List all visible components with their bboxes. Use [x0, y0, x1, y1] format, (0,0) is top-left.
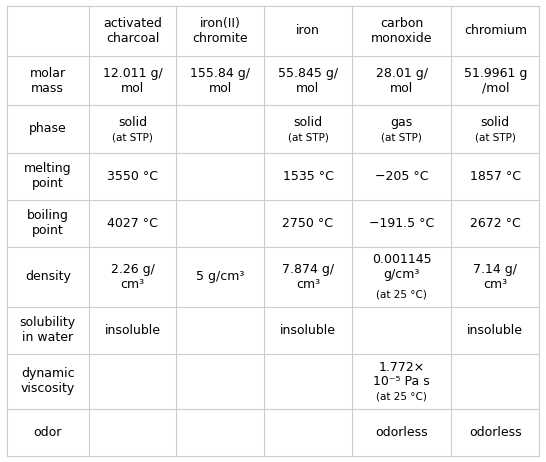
Text: solid: solid — [118, 116, 147, 129]
Text: (at 25 °C): (at 25 °C) — [376, 392, 427, 402]
Text: solid: solid — [480, 116, 510, 129]
Text: insoluble: insoluble — [104, 324, 161, 337]
Text: gas: gas — [390, 116, 413, 129]
Text: −205 °C: −205 °C — [375, 170, 429, 182]
Text: 1857 °C: 1857 °C — [470, 170, 521, 182]
Text: 2.26 g/
cm³: 2.26 g/ cm³ — [110, 263, 155, 291]
Text: chromium: chromium — [464, 24, 527, 37]
Text: molar
mass: molar mass — [29, 67, 66, 95]
Text: (at STP): (at STP) — [381, 133, 422, 142]
Text: 155.84 g/
mol: 155.84 g/ mol — [190, 67, 250, 95]
Text: (at STP): (at STP) — [475, 133, 516, 142]
Text: (at 25 °C): (at 25 °C) — [376, 290, 427, 300]
Text: −191.5 °C: −191.5 °C — [369, 217, 434, 230]
Text: 2672 °C: 2672 °C — [470, 217, 521, 230]
Text: 7.14 g/
cm³: 7.14 g/ cm³ — [473, 263, 517, 291]
Text: (at STP): (at STP) — [288, 133, 328, 142]
Text: insoluble: insoluble — [280, 324, 336, 337]
Text: 0.001145
g/cm³: 0.001145 g/cm³ — [372, 253, 431, 280]
Text: odor: odor — [33, 426, 62, 439]
Text: 7.874 g/
cm³: 7.874 g/ cm³ — [282, 263, 334, 291]
Text: odorless: odorless — [375, 426, 428, 439]
Text: boiling
point: boiling point — [27, 209, 69, 237]
Text: 55.845 g/
mol: 55.845 g/ mol — [278, 67, 338, 95]
Text: iron(II)
chromite: iron(II) chromite — [192, 17, 248, 45]
Text: 2750 °C: 2750 °C — [282, 217, 334, 230]
Text: carbon
monoxide: carbon monoxide — [371, 17, 432, 45]
Text: melting
point: melting point — [24, 162, 72, 190]
Text: 4027 °C: 4027 °C — [107, 217, 158, 230]
Text: 10⁻⁵ Pa s: 10⁻⁵ Pa s — [373, 375, 430, 388]
Text: 28.01 g/
mol: 28.01 g/ mol — [376, 67, 428, 95]
Text: phase: phase — [29, 122, 67, 135]
Text: solid: solid — [293, 116, 323, 129]
Text: solubility
in water: solubility in water — [20, 316, 76, 345]
Text: (at STP): (at STP) — [112, 133, 153, 142]
Text: 1535 °C: 1535 °C — [282, 170, 334, 182]
Text: density: density — [25, 270, 70, 283]
Text: activated
charcoal: activated charcoal — [103, 17, 162, 45]
Text: 12.011 g/
mol: 12.011 g/ mol — [103, 67, 162, 95]
Text: 1.772×: 1.772× — [378, 361, 425, 374]
Text: odorless: odorless — [469, 426, 521, 439]
Text: insoluble: insoluble — [467, 324, 523, 337]
Text: 3550 °C: 3550 °C — [107, 170, 158, 182]
Text: iron: iron — [296, 24, 320, 37]
Text: 51.9961 g
/mol: 51.9961 g /mol — [464, 67, 527, 95]
Text: dynamic
viscosity: dynamic viscosity — [21, 367, 75, 395]
Text: 5 g/cm³: 5 g/cm³ — [196, 270, 245, 283]
